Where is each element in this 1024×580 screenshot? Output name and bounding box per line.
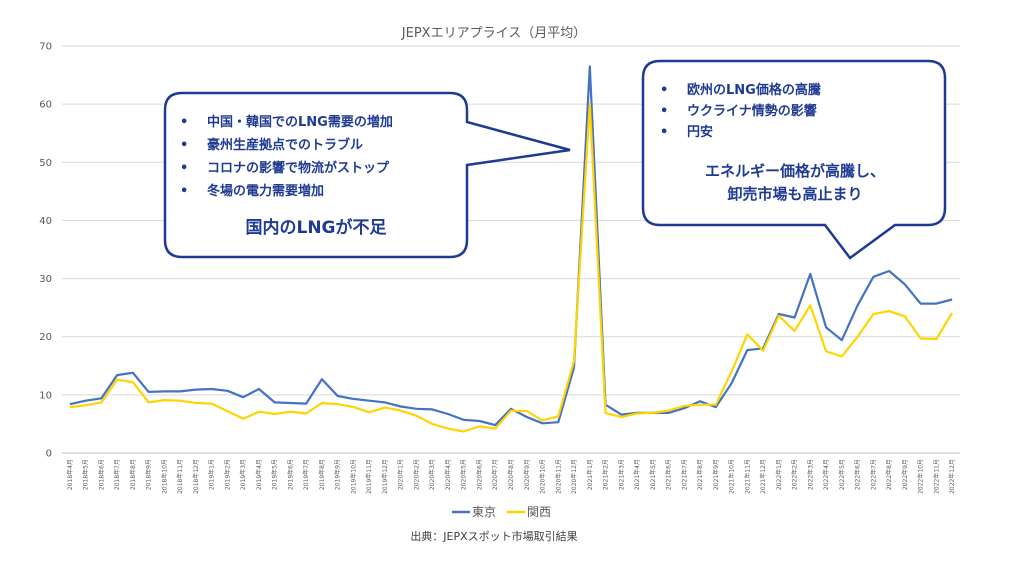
- callout-right-bullet-3: 円安: [687, 124, 713, 140]
- x-tick-label: 2021年4月: [633, 459, 641, 490]
- x-tick-label: 2020年7月: [491, 459, 499, 490]
- x-tick-label: 2018年8月: [129, 459, 137, 490]
- x-tick-label: 2021年8月: [696, 459, 704, 490]
- x-tick-label: 2018年10月: [160, 459, 168, 494]
- x-tick-label: 2020年11月: [554, 459, 562, 494]
- callout-right-bubble: [641, 59, 947, 260]
- x-tick-label: 2022年3月: [806, 459, 814, 490]
- x-tick-label: 2022年8月: [885, 459, 893, 490]
- x-tick-label: 2022年9月: [901, 459, 909, 490]
- callout-right-bullet-3-marker: •: [660, 125, 668, 140]
- x-tick-label: 2019年5月: [271, 459, 279, 490]
- legend: 東京 関西: [452, 505, 551, 519]
- callout-left-bullet-1: 中国・韓国でのLNG需要の増加: [207, 114, 393, 130]
- x-tick-label: 2019年4月: [255, 459, 263, 490]
- callout-left: • 中国・韓国でのLNG需要の増加 • 豪州生産拠点でのトラブル • コロナの影…: [163, 91, 571, 259]
- x-tick-label: 2019年3月: [239, 459, 247, 490]
- callout-right-bullet-1: 欧州のLNG価格の高騰: [687, 82, 821, 98]
- x-tick-label: 2022年12月: [948, 459, 956, 494]
- x-tick-label: 2018年6月: [97, 459, 105, 490]
- y-axis-ticks: 0 10 20 30 40 50 60 70: [39, 42, 52, 460]
- callout-left-bullet-3: コロナの影響で物流がストップ: [207, 160, 390, 176]
- x-tick-label: 2020年8月: [507, 459, 515, 490]
- x-tick-label: 2020年5月: [460, 459, 468, 490]
- callout-left-bullet-1-marker: •: [180, 115, 188, 130]
- x-tick-label: 2021年1月: [586, 459, 594, 490]
- source-note: 出典：JEPXスポット市場取引結果: [410, 529, 577, 543]
- callout-left-bubble: [163, 91, 571, 259]
- y-tick-label: 20: [39, 332, 52, 343]
- x-tick-label: 2021年10月: [728, 459, 736, 494]
- x-tick-label: 2019年6月: [286, 459, 294, 490]
- x-tick-label: 2019年10月: [349, 459, 357, 494]
- x-tick-label: 2019年8月: [318, 459, 326, 490]
- x-tick-label: 2022年2月: [791, 459, 799, 490]
- y-tick-label: 40: [39, 216, 52, 227]
- x-tick-label: 2020年4月: [444, 459, 452, 490]
- x-tick-label: 2021年3月: [617, 459, 625, 490]
- x-tick-label: 2018年4月: [66, 459, 74, 490]
- x-tick-label: 2022年4月: [822, 459, 830, 490]
- y-tick-label: 0: [46, 449, 52, 460]
- y-tick-label: 30: [39, 274, 52, 285]
- series-line-tokyo: [69, 65, 953, 427]
- x-tick-label: 2021年6月: [665, 459, 673, 490]
- x-tick-label: 2020年12月: [570, 459, 578, 494]
- x-tick-label: 2022年6月: [854, 459, 862, 490]
- x-tick-label: 2021年11月: [743, 459, 751, 494]
- series-line-kansai: [69, 102, 954, 433]
- callout-right-summary-line-1: エネルギー価格が高騰し、: [705, 162, 885, 180]
- x-tick-label: 2020年2月: [412, 459, 420, 490]
- x-tick-label: 2021年9月: [712, 459, 720, 490]
- legend-label-kansai: 関西: [527, 505, 551, 519]
- x-tick-label: 2022年11月: [932, 459, 940, 494]
- x-tick-label: 2018年7月: [113, 459, 121, 490]
- x-axis-ticks: 2018年4月 2018年5月 2018年6月 2018年7月 2018年8月 2018年…: [66, 459, 956, 494]
- x-tick-label: 2020年6月: [475, 459, 483, 490]
- x-tick-label: 2019年7月: [302, 459, 310, 490]
- x-tick-label: 2019年12月: [381, 459, 389, 494]
- x-tick-label: 2020年1月: [397, 459, 405, 490]
- callout-left-summary: 国内のLNGが不足: [245, 217, 386, 238]
- x-tick-label: 2019年9月: [334, 459, 342, 490]
- x-tick-label: 2018年11月: [176, 459, 184, 494]
- y-tick-label: 50: [39, 158, 52, 169]
- callout-right-bullet-1-marker: •: [660, 83, 668, 98]
- x-tick-label: 2022年1月: [775, 459, 783, 490]
- x-tick-label: 2022年7月: [869, 459, 877, 490]
- x-tick-label: 2018年5月: [82, 459, 90, 490]
- callout-left-bullet-2-marker: •: [180, 138, 188, 153]
- x-tick-label: 2022年5月: [838, 459, 846, 490]
- x-tick-label: 2018年9月: [145, 459, 153, 490]
- x-tick-label: 2019年2月: [223, 459, 231, 490]
- y-tick-label: 10: [39, 390, 52, 401]
- x-tick-label: 2018年12月: [192, 459, 200, 494]
- x-tick-label: 2020年10月: [539, 459, 547, 494]
- y-tick-label: 60: [39, 100, 52, 111]
- chart-title: JEPXエリアプライス（月平均）: [401, 26, 586, 41]
- x-tick-label: 2021年7月: [680, 459, 688, 490]
- x-tick-label: 2020年9月: [523, 459, 531, 490]
- x-tick-label: 2020年3月: [428, 459, 436, 490]
- callout-right-bullet-2-marker: •: [660, 104, 668, 119]
- callout-right-summary-line-2: 卸売市場も高止まり: [727, 185, 862, 203]
- y-tick-label: 70: [39, 42, 52, 53]
- series-lines: [69, 65, 954, 433]
- legend-label-tokyo: 東京: [472, 505, 496, 519]
- callout-left-bullet-2: 豪州生産拠点でのトラブル: [207, 137, 363, 153]
- x-tick-label: 2021年12月: [759, 459, 767, 494]
- x-tick-label: 2021年2月: [602, 459, 610, 490]
- callout-left-bullet-3-marker: •: [180, 161, 188, 176]
- callout-left-bullet-4: 冬場の電力需要増加: [207, 183, 324, 199]
- x-tick-label: 2019年1月: [208, 459, 216, 490]
- callout-right: • 欧州のLNG価格の高騰 • ウクライナ情勢の影響 • 円安 エネルギー価格が…: [641, 59, 947, 260]
- x-tick-label: 2022年10月: [917, 459, 925, 494]
- callout-left-bullet-4-marker: •: [180, 184, 188, 199]
- callout-right-bullet-2: ウクライナ情勢の影響: [687, 103, 817, 119]
- x-tick-label: 2021年5月: [649, 459, 657, 490]
- x-tick-label: 2019年11月: [365, 459, 373, 494]
